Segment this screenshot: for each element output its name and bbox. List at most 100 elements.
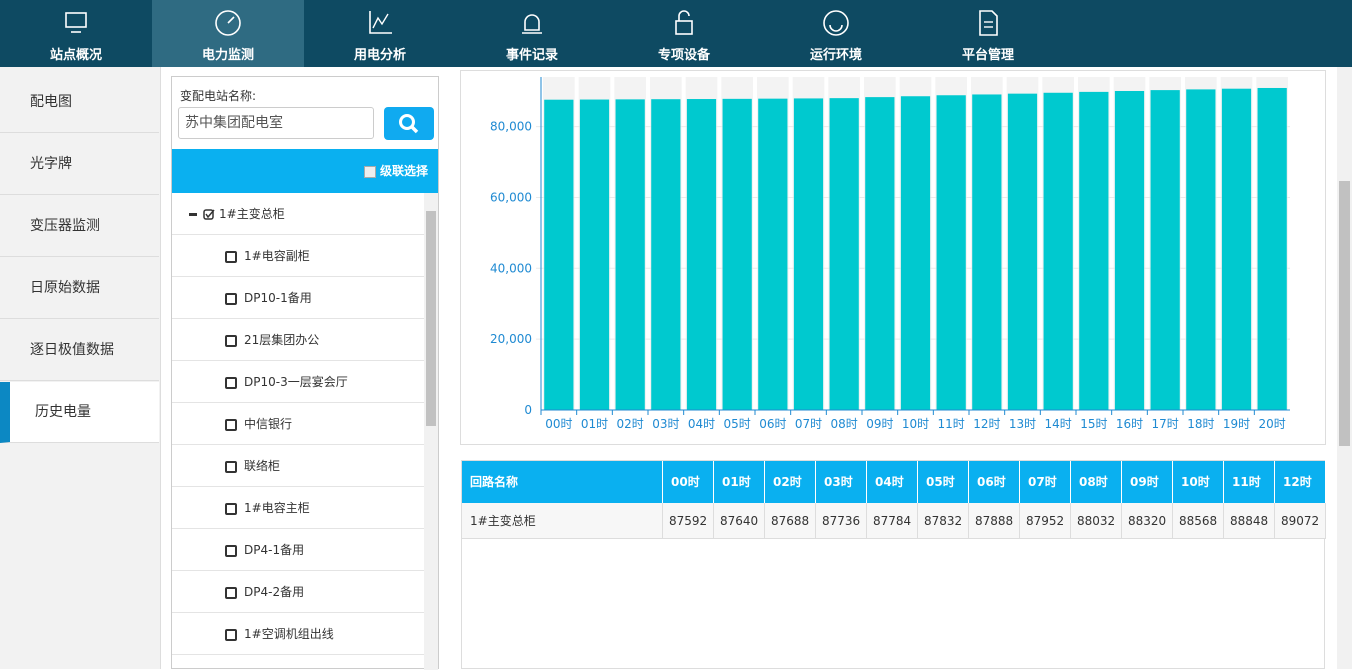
nav-tab[interactable]: 用电分析 [304,0,456,67]
table-header-cell: 02时 [765,461,816,503]
x-tick-label: 12时 [973,417,1000,431]
y-tick-label: 40,000 [490,261,532,275]
nav-tab[interactable]: 平台管理 [912,0,1064,67]
tree-node[interactable]: 21层集团办公 [172,319,424,361]
table-header-cell: 08时 [1071,461,1122,503]
bar [900,96,931,410]
tree-root[interactable]: 1#主变总柜 [172,193,424,235]
chart: 0 20,000 40,000 60,000 80,000 00时 01时 02时 03时 04时… [490,77,1290,431]
page-scroll-thumb[interactable] [1339,181,1350,446]
nav-tab[interactable]: 运行环境 [760,0,912,67]
sidebar-item[interactable]: 变压器监测 [0,196,159,257]
sidebar-item[interactable]: 历史电量 [0,382,159,443]
cascade-checkbox[interactable] [363,165,376,178]
tree-label: DP4-2备用 [244,585,305,599]
nav-icon [823,10,849,36]
nav-label: 专项设备 [657,48,710,63]
bar [1079,91,1109,410]
bar [1221,88,1252,410]
bar [1186,89,1216,411]
nav-icon [369,11,392,34]
chart-panel: 0 20,000 40,000 60,000 80,000 00时 01时 02时 03时 04时… [460,70,1326,445]
nav-icon [979,10,998,36]
table-cell: 87952 [1020,503,1071,539]
sidebar-item[interactable]: 日原始数据 [0,258,159,319]
x-tick-label: 14时 [1045,417,1072,431]
nav-tab[interactable]: 专项设备 [608,0,760,67]
nav-label: 电力监测 [201,48,254,63]
tree-label: 21层集团办公 [244,333,320,347]
sidebar-item[interactable]: 光字牌 [0,134,159,195]
table-header-cell: 05时 [918,461,969,503]
tree-node[interactable]: DP4-1备用 [172,529,424,571]
tree-node[interactable]: DP4-2备用 [172,571,424,613]
tree-node[interactable]: DP10-1备用 [172,277,424,319]
x-tick-label: 06时 [759,417,786,431]
x-tick-label: 09时 [866,417,893,431]
tree-node[interactable]: 联络柜 [172,445,424,487]
bar [758,98,788,410]
nav-label: 平台管理 [961,48,1014,63]
table-cell: 87640 [714,503,765,539]
table-header-cell: 03时 [816,461,867,503]
search-button[interactable] [384,107,434,140]
nav-tab[interactable]: 电力监测 [152,0,304,67]
table-cell: 87832 [918,503,969,539]
bar [793,98,824,411]
table-header-cell: 09时 [1122,461,1173,503]
nav-tab[interactable]: 站点概况 [0,0,152,67]
tree-label: 中信银行 [244,417,293,431]
table-cell: 88032 [1071,503,1122,539]
x-tick-label: 01时 [581,417,608,431]
bar [615,99,645,410]
top-nav: 站点概况 电力监测 用电分析 事件记录 专项设备 运行环境 平台管理 [0,0,1352,67]
tree-node[interactable]: DP10-3一层宴会厅 [172,361,424,403]
search-input[interactable]: 苏中集团配电室 [178,107,374,139]
table-cell: 89072 [1275,503,1326,539]
x-tick-label: 16时 [1116,417,1143,431]
sidebar: 配电图 光字牌 变压器监测 日原始数据 逐日极值数据 历史电量 [0,67,161,669]
sidebar-item[interactable]: 逐日极值数据 [0,320,159,381]
y-tick-label: 0 [524,403,532,417]
tree-label: DP10-3一层宴会厅 [244,375,348,389]
x-tick-label: 19时 [1223,417,1250,431]
data-table: 回路名称 00时 01时 02时 03时 04时 05时 06时 07时 08时 09时 10时 11时… [461,460,1326,669]
x-tick-label: 03时 [652,417,679,431]
tree-panel: 变配电站名称: 苏中集团配电室 级联选择 1#主变总柜 1#电容副柜 DP10-1备… [171,76,439,670]
tree-node[interactable]: 1#电容主柜 [172,487,424,529]
tree-label: 1#电容主柜 [244,501,310,515]
tree-scrollbar [424,193,438,670]
nav-icon [215,10,241,36]
nav-label: 站点概况 [49,48,102,63]
nav-icon [675,10,693,35]
nav-icon [65,12,87,33]
bar [1150,90,1180,410]
tree-node[interactable]: 1#电容副柜 [172,235,424,277]
tree-node[interactable]: 1#空调机组出线 [172,613,424,655]
bar [1043,92,1073,411]
bar [686,99,717,410]
scroll-thumb[interactable] [426,211,436,426]
x-tick-label: 13时 [1009,417,1036,431]
x-tick-label: 10时 [902,417,929,431]
x-tick-label: 08时 [831,417,858,431]
tree-node[interactable]: 中信银行 [172,403,424,445]
table-cell: 87592 [663,503,714,539]
bar [829,98,859,410]
table-cell: 87736 [816,503,867,539]
bar [1257,87,1287,410]
table-cell: 1#主变总柜 [462,503,663,539]
bar [1114,90,1145,410]
nav-tab[interactable]: 事件记录 [456,0,608,67]
table-cell: 88848 [1224,503,1275,539]
search-icon [399,114,419,134]
search-label: 变配电站名称: [180,89,257,103]
table-header-cell: 01时 [714,461,765,503]
nav-label: 用电分析 [353,48,406,63]
cascade-label: 级联选择 [379,164,428,178]
tree-label: 1#电容副柜 [244,249,310,263]
tree-label: 1#主变总柜 [219,207,285,221]
bar [865,97,895,410]
sidebar-item[interactable]: 配电图 [0,72,159,133]
tree: 1#主变总柜 1#电容副柜 DP10-1备用 21层集团办公 DP10-3一层宴会厅 中信… [172,193,438,670]
